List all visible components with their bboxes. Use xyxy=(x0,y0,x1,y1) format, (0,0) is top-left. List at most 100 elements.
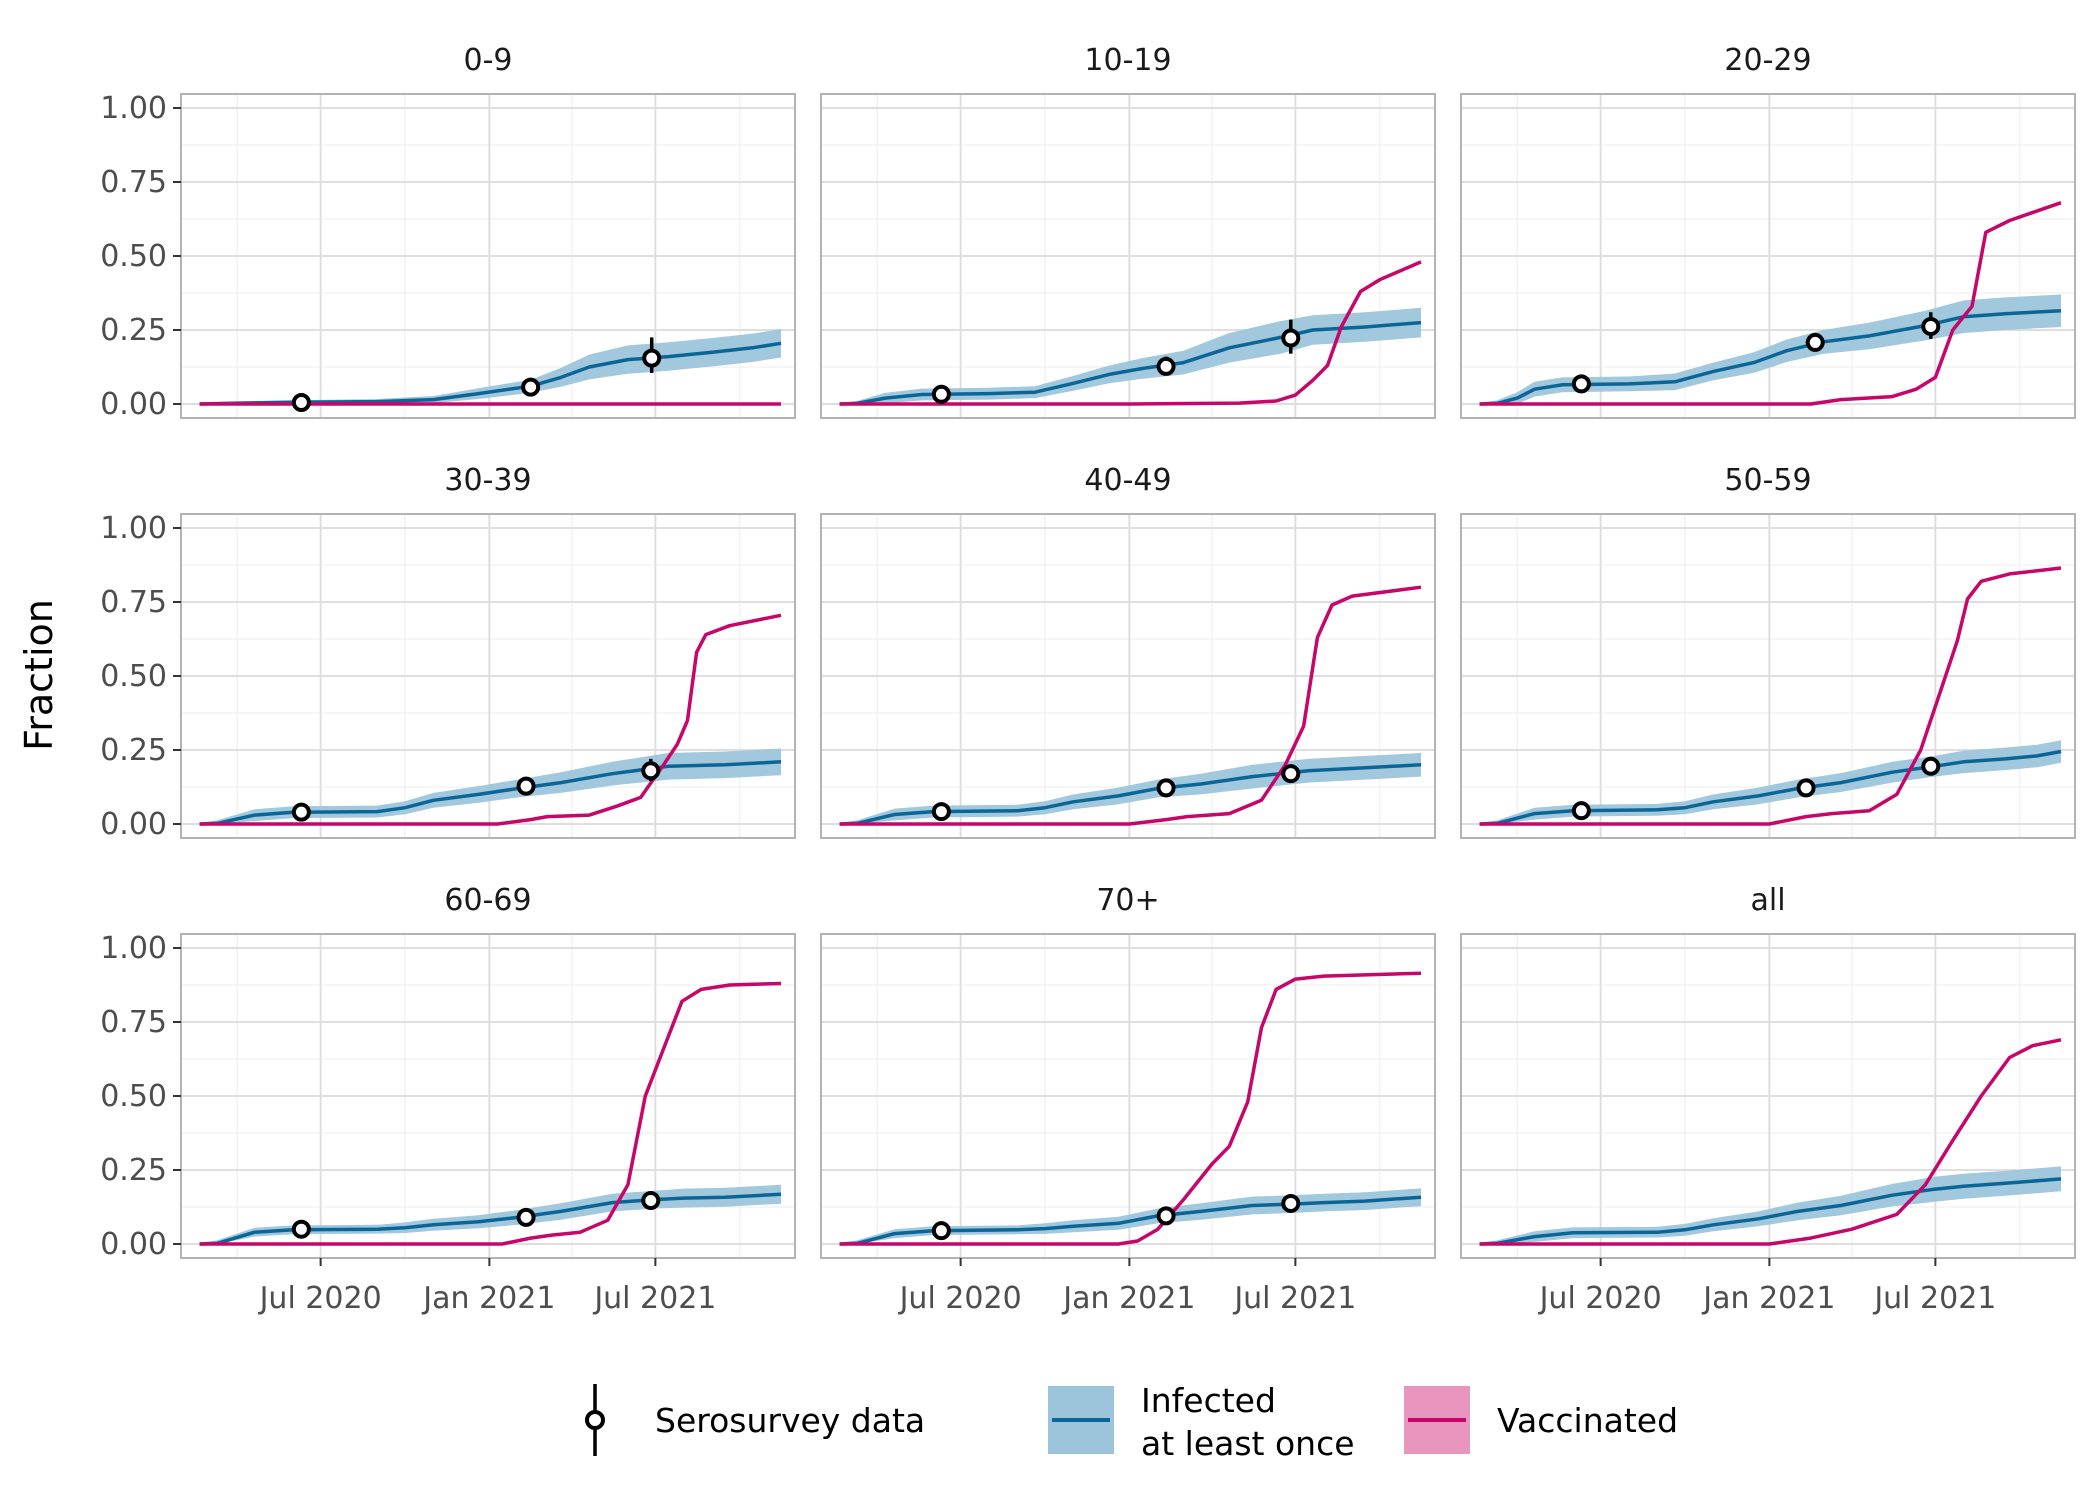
legend-key-infected xyxy=(1048,1386,1114,1454)
data-point xyxy=(1281,328,1301,348)
data-point xyxy=(931,1221,951,1241)
panel-border xyxy=(820,93,1436,419)
vaccinated-line xyxy=(199,981,782,1246)
y-tick-label: 0.50 xyxy=(100,659,167,694)
y-tick-label: 0.25 xyxy=(100,733,167,768)
panel-title: all xyxy=(1750,883,1785,918)
legend-label-serosurvey: Serosurvey data xyxy=(655,1401,925,1440)
panel-70+: 70+ Jul 2020 Jan 2021 Jul 2021 xyxy=(820,883,1436,1316)
data-point xyxy=(1921,756,1941,776)
y-tick-label: 0.25 xyxy=(100,1153,167,1188)
panel-title: 50-59 xyxy=(1724,463,1811,498)
infected-ribbon xyxy=(839,307,1421,404)
data-point xyxy=(1921,316,1941,336)
infected-line xyxy=(839,320,1422,406)
data-point xyxy=(931,384,951,404)
data-point xyxy=(1156,778,1176,798)
data-point xyxy=(1571,801,1591,821)
vaccinated-line xyxy=(1479,1038,2062,1246)
infected-line xyxy=(199,1192,782,1246)
x-tick-label: Jan 2021 xyxy=(421,1281,555,1316)
grid xyxy=(1461,94,2075,418)
x-tick-label: Jan 2021 xyxy=(1701,1281,1835,1316)
panel-title: 60-69 xyxy=(444,883,531,918)
serosurvey-point xyxy=(641,758,661,782)
serosurvey-point xyxy=(1805,332,1825,352)
infected-ribbon xyxy=(839,753,1421,824)
vaccinated-line xyxy=(839,260,1422,406)
infected-ribbon xyxy=(1479,1166,2061,1244)
panel-title: 30-39 xyxy=(444,463,531,498)
data-point xyxy=(521,377,541,397)
infected-line xyxy=(1479,1177,2062,1246)
data-point xyxy=(641,1190,661,1210)
serosurvey-point xyxy=(1281,319,1301,354)
panel-border xyxy=(1460,933,2076,1259)
data-point xyxy=(1281,1193,1301,1213)
data-point xyxy=(1571,374,1591,394)
legend-label-vaccinated: Vaccinated xyxy=(1497,1401,1678,1440)
data-point xyxy=(516,776,536,796)
legend-key-vaccinated xyxy=(1404,1386,1470,1454)
serosurvey-point xyxy=(1921,312,1941,339)
panel-40-49: 40-49 xyxy=(820,463,1436,839)
vaccinated-line xyxy=(839,971,1422,1246)
y-tick-label: 1.00 xyxy=(100,931,167,966)
panel-30-39: 30-39 0.00 0.25 0.50 0.75 1.00 xyxy=(100,463,796,842)
serosurvey-point xyxy=(291,802,311,822)
panel-title: 0-9 xyxy=(464,43,513,78)
panel-10-19: 10-19 xyxy=(820,43,1436,419)
serosurvey-point xyxy=(931,384,951,404)
data-point xyxy=(641,761,661,781)
y-tick-label: 1.00 xyxy=(100,511,167,546)
serosurvey-point xyxy=(1156,356,1176,376)
panel-20-29: 20-29 xyxy=(1460,43,2076,419)
serosurvey-point xyxy=(516,776,536,796)
data-point xyxy=(291,802,311,822)
y-tick-label: 0.75 xyxy=(100,585,167,620)
serosurvey-point xyxy=(291,393,311,413)
panel-60-69: 60-69 0.00 0.25 0.50 0.75 1.00 Jul 2020 Jan 202… xyxy=(100,883,796,1316)
panels-layer: 0-9 0.00 0.25 0.50 0.75 1.00 10-19 20-29 30-39 0.… xyxy=(100,43,2076,1316)
panel-all: all Jul 2020 Jan 2021 Jul 2021 xyxy=(1460,883,2076,1316)
infected-ribbon xyxy=(199,748,782,824)
x-tick-label: Jul 2020 xyxy=(898,1281,1022,1316)
serosurvey-point xyxy=(931,802,951,822)
x-tick-label: Jul 2020 xyxy=(258,1281,382,1316)
data-point xyxy=(291,1219,311,1239)
serosurvey-point xyxy=(1921,756,1941,776)
legend: Serosurvey data Infected at least once Vacc… xyxy=(585,1381,1678,1463)
y-tick-label: 0.75 xyxy=(100,165,167,200)
vaccinated-line xyxy=(199,613,782,826)
y-tick-label: 1.00 xyxy=(100,91,167,126)
x-tick-label: Jul 2020 xyxy=(1538,1281,1662,1316)
infected-line xyxy=(839,1195,1422,1246)
serosurvey-point xyxy=(291,1219,311,1239)
panel-title: 20-29 xyxy=(1724,43,1811,78)
data-point xyxy=(1281,764,1301,784)
data-point xyxy=(1805,332,1825,352)
vaccinated-line xyxy=(1479,566,2062,826)
data-point xyxy=(1156,356,1176,376)
panel-border xyxy=(1460,513,2076,839)
serosurvey-point xyxy=(641,1190,661,1210)
y-tick-label: 0.00 xyxy=(100,807,167,842)
x-tick-label: Jan 2021 xyxy=(1061,1281,1195,1316)
serosurvey-point xyxy=(1571,374,1591,394)
x-tick-label: Jul 2021 xyxy=(1232,1281,1356,1316)
infected-ribbon xyxy=(1479,294,2061,404)
data-point xyxy=(291,393,311,413)
panel-0-9: 0-9 0.00 0.25 0.50 0.75 1.00 xyxy=(100,43,796,422)
x-tick-label: Jul 2021 xyxy=(1872,1281,1996,1316)
panel-title: 70+ xyxy=(1096,883,1159,918)
y-tick-label: 0.75 xyxy=(100,1005,167,1040)
x-tick-label: Jul 2021 xyxy=(592,1281,716,1316)
data-point xyxy=(516,1207,536,1227)
serosurvey-point xyxy=(516,1207,536,1227)
y-tick-label: 0.50 xyxy=(100,1079,167,1114)
panel-border xyxy=(1460,93,2076,419)
infected-line xyxy=(1479,309,2062,406)
data-point xyxy=(1796,778,1816,798)
serosurvey-point xyxy=(521,377,541,397)
